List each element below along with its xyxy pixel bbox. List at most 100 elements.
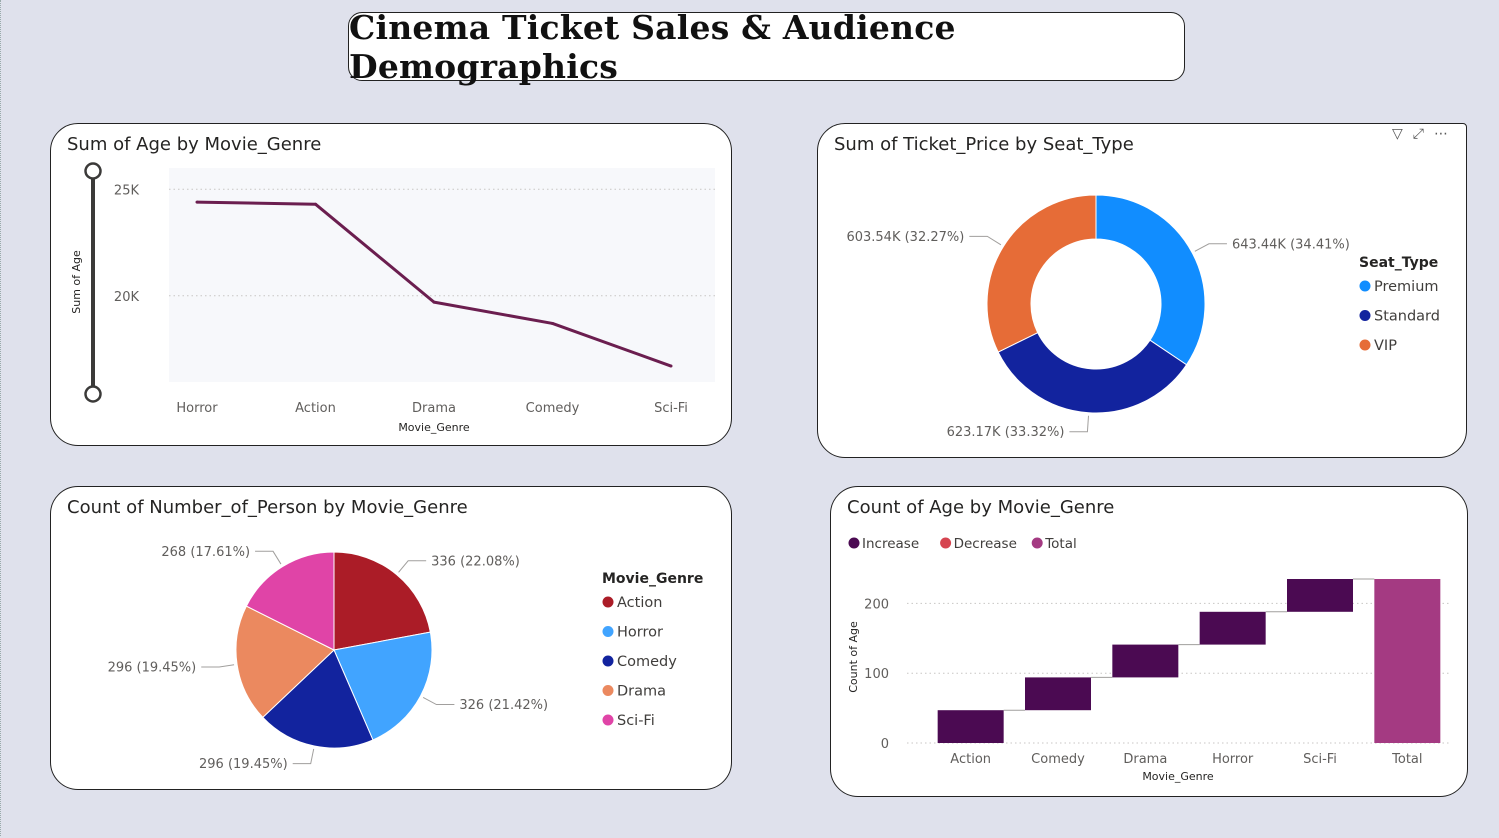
x-tick-label: Sci-Fi <box>1303 752 1337 767</box>
pie-chart[interactable]: 336 (22.08%) 326 (21.42%) 296 (19.45%) 296 … <box>51 487 732 790</box>
y-tick-label: 0 <box>881 737 889 752</box>
bar-action[interactable] <box>937 710 1004 743</box>
bar-horror[interactable] <box>1199 611 1266 645</box>
y-tick-label: 25K <box>114 183 140 198</box>
data-point <box>551 321 554 325</box>
x-tick-label: Horror <box>176 401 218 416</box>
donut-chart-card[interactable]: Sum of Ticket_Price by Seat_Type ▽⤢⋯ 643… <box>817 123 1467 458</box>
slice-vip <box>986 194 1097 353</box>
legend-marker <box>848 537 860 549</box>
legend-marker <box>1359 280 1371 292</box>
legend-marker <box>602 626 614 637</box>
zoom-slider-handle-top[interactable] <box>84 162 102 180</box>
waterfall-chart-title: Count of Age by Movie_Genre <box>847 497 1115 518</box>
legend-marker <box>1031 537 1043 549</box>
pie-chart-title: Count of Number_of_Person by Movie_Genre <box>67 497 468 518</box>
data-label: 336 (22.08%) <box>431 554 520 569</box>
bar-drama[interactable] <box>1112 644 1179 678</box>
y-tick-label: 200 <box>864 597 889 612</box>
data-label: 643.44K (34.41%) <box>1232 237 1350 252</box>
data-point <box>314 202 317 206</box>
legend-marker <box>1359 310 1371 321</box>
data-label: 268 (17.61%) <box>161 545 250 560</box>
leader-line <box>201 664 235 668</box>
line-chart-card[interactable]: Sum of Age by Movie_Genre 25K 20K Sum of A… <box>50 123 732 446</box>
legend-item-premium[interactable]: Premium <box>1374 279 1439 295</box>
bar-comedy[interactable] <box>1025 677 1091 711</box>
visual-header-icons: ▽⤢⋯ <box>1392 126 1458 142</box>
legend-marker <box>940 537 952 549</box>
slice-standard <box>997 332 1188 414</box>
legend-item-sci-fi[interactable]: Sci-Fi <box>617 713 655 729</box>
data-label: 603.54K (32.27%) <box>846 230 964 245</box>
legend-item-action[interactable]: Action <box>617 595 662 611</box>
x-tick-label: Action <box>950 752 991 767</box>
legend-item-decrease[interactable]: Decrease <box>954 536 1017 552</box>
leader-line <box>422 697 455 706</box>
pie-chart-card[interactable]: Count of Number_of_Person by Movie_Genre… <box>50 486 732 790</box>
leader-line <box>255 550 282 565</box>
x-tick-label: Comedy <box>1031 752 1085 767</box>
slice-horror <box>333 631 433 741</box>
legend-item-horror[interactable]: Horror <box>617 625 663 641</box>
data-point <box>669 364 673 368</box>
filter-icon[interactable]: ▽ <box>1392 126 1413 142</box>
focus-mode-icon[interactable]: ⤢ <box>1412 126 1434 142</box>
leader-line <box>1069 415 1089 433</box>
legend-item-total[interactable]: Total <box>1044 536 1077 552</box>
legend-item-drama[interactable]: Drama <box>617 684 666 700</box>
donut-chart[interactable]: 643.44K (34.41%) 623.17K (33.32%) 603.54K … <box>818 124 1467 458</box>
donut-chart-title: Sum of Ticket_Price by Seat_Type <box>834 134 1134 155</box>
x-tick-label: Comedy <box>526 401 580 416</box>
x-tick-label: Drama <box>412 401 456 416</box>
slice-drama <box>235 605 335 719</box>
legend-item-increase[interactable]: Increase <box>862 536 919 552</box>
legend-marker <box>602 714 614 726</box>
plot-area <box>169 168 715 382</box>
legend-item-comedy[interactable]: Comedy <box>617 654 677 670</box>
legend-title: Seat_Type <box>1359 255 1438 271</box>
leader-line <box>969 235 1002 246</box>
bar-total[interactable] <box>1374 579 1441 743</box>
x-axis-label: Movie_Genre <box>1142 770 1214 783</box>
y-axis-label: Sum of Age <box>70 250 83 314</box>
leader-line <box>1194 243 1227 252</box>
y-axis-label: Count of Age <box>847 621 860 693</box>
x-tick-label: Total <box>1391 752 1422 767</box>
leader-line <box>398 560 427 573</box>
data-label: 623.17K (33.32%) <box>947 425 1065 440</box>
line-chart-title: Sum of Age by Movie_Genre <box>67 134 322 155</box>
legend-marker <box>1359 339 1371 351</box>
x-axis-label: Movie_Genre <box>398 421 470 434</box>
x-tick-label: Drama <box>1123 752 1167 767</box>
x-tick-label: Action <box>295 401 336 416</box>
more-options-icon[interactable]: ⋯ <box>1434 126 1458 142</box>
leader-line <box>292 748 315 765</box>
report-title: Cinema Ticket Sales & Audience Demograph… <box>349 7 956 86</box>
data-label: 296 (19.45%) <box>199 757 288 772</box>
legend-marker <box>602 596 614 608</box>
x-tick-label: Horror <box>1212 752 1254 767</box>
legend-title: Movie_Genre <box>602 571 703 587</box>
report-title-box: Cinema Ticket Sales & Audience Demograph… <box>348 8 1185 86</box>
legend-marker <box>602 685 614 696</box>
legend-item-standard[interactable]: Standard <box>1374 309 1440 325</box>
slice-sci-fi <box>245 551 335 651</box>
zoom-slider-handle-bottom[interactable] <box>84 385 102 403</box>
y-tick-label: 20K <box>114 290 140 305</box>
data-label: 296 (19.45%) <box>108 660 197 675</box>
waterfall-chart-card[interactable]: Count of Age by Movie_Genre Increase Decr… <box>830 486 1468 797</box>
legend-marker <box>602 655 614 667</box>
data-point <box>195 200 199 204</box>
y-tick-label: 100 <box>864 667 889 682</box>
slice-action <box>333 551 431 651</box>
slice-premium <box>1095 194 1206 366</box>
slice-comedy <box>262 649 374 749</box>
data-label: 326 (21.42%) <box>459 698 548 713</box>
bar-sci-fi[interactable] <box>1287 579 1353 612</box>
legend-item-vip[interactable]: VIP <box>1374 338 1397 354</box>
data-point <box>432 300 436 304</box>
